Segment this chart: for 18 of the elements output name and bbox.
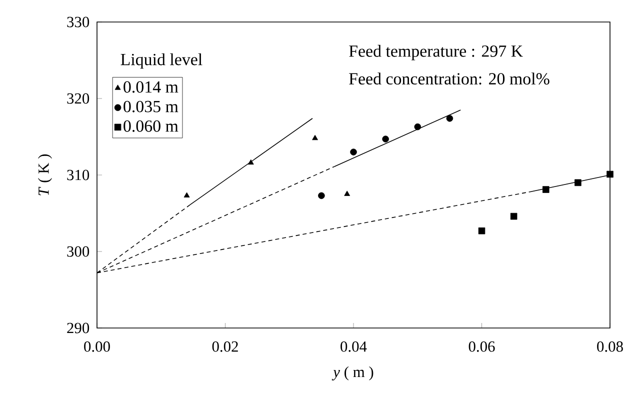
- annotation: Feed temperature : 297 K: [349, 44, 523, 60]
- annotation: Feed concentration: 20 mol%: [349, 72, 550, 85]
- x-tick-label: 0.08: [597, 341, 623, 352]
- legend-title: Liquid level: [120, 53, 202, 69]
- x-tick-label: 0.02: [212, 341, 238, 352]
- x-tick-label: 0.00: [84, 341, 110, 352]
- y-tick-label: 310: [67, 170, 90, 180]
- y-tick-label: 330: [67, 16, 90, 28]
- x-tick-label: 0.04: [340, 341, 367, 352]
- legend-label: 0.035 m: [124, 100, 178, 112]
- legend-label: 0.014 m: [124, 81, 178, 93]
- y-axis-title: T ( K ): [38, 154, 52, 196]
- x-tick-label: 0.06: [468, 341, 495, 352]
- y-tick-label: 290: [67, 322, 90, 334]
- y-tick-label: 320: [67, 93, 90, 104]
- x-axis-title: y ( m ): [332, 366, 374, 380]
- y-tick-label: 300: [67, 246, 90, 257]
- legend-label: 0.060 m: [124, 120, 178, 132]
